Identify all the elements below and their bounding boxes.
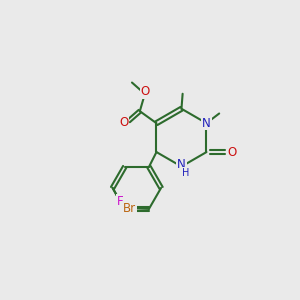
Text: O: O [140, 85, 150, 98]
Text: Br: Br [123, 202, 136, 215]
Text: O: O [119, 116, 128, 128]
Text: O: O [228, 146, 237, 159]
Text: N: N [177, 158, 186, 171]
Text: F: F [117, 195, 124, 208]
Text: H: H [182, 168, 189, 178]
Text: N: N [202, 117, 211, 130]
